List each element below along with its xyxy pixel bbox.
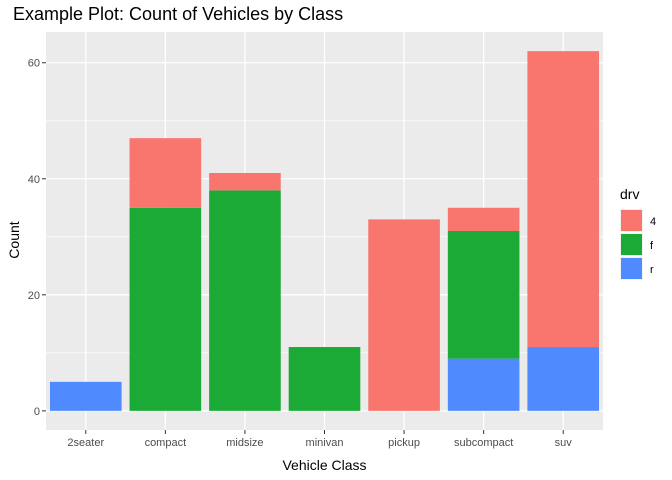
bar-midsize-f — [209, 190, 281, 411]
x-tick-label: compact — [145, 437, 187, 449]
legend-swatch-f — [621, 234, 642, 255]
y-tick-label: 20 — [28, 290, 40, 302]
y-tick-label: 40 — [28, 174, 40, 186]
bar-minivan-f — [288, 347, 361, 411]
chart-title: Example Plot: Count of Vehicles by Class — [13, 4, 344, 24]
bar-suv-r — [527, 347, 600, 411]
legend-swatch-4 — [621, 210, 642, 231]
bar-subcompact-4 — [447, 207, 520, 231]
legend-label-f: f — [650, 240, 654, 252]
bar-compact-f — [129, 207, 202, 411]
bar-subcompact-r — [447, 358, 520, 411]
bars — [49, 51, 600, 411]
y-tick-label: 60 — [28, 58, 40, 70]
x-tick-label: midsize — [226, 437, 263, 449]
x-tick-label: pickup — [388, 437, 420, 449]
legend-label-r: r — [650, 264, 654, 276]
x-tick-label: minivan — [306, 437, 344, 449]
legend-title: drv — [620, 186, 639, 202]
bar-compact-4 — [129, 138, 202, 208]
legend: drv 4 fr — [620, 186, 656, 280]
y-axis: 0 20 40 60 — [28, 58, 46, 418]
x-tick-label: 2seater — [67, 437, 104, 449]
x-tick-label: suv — [555, 437, 573, 449]
x-axis-title: Vehicle Class — [282, 457, 366, 473]
bar-subcompact-f — [447, 231, 520, 359]
y-axis-title: Count — [6, 221, 22, 258]
legend-label-4: 4 — [650, 216, 656, 228]
bar-2seater-r — [49, 381, 122, 411]
bar-suv-4 — [527, 51, 600, 348]
x-axis: 2seater compact midsize minivan pickup subcom… — [67, 430, 572, 449]
y-tick-label: 0 — [34, 406, 40, 418]
legend-swatch-r — [621, 258, 642, 279]
bar-midsize-4 — [209, 172, 281, 191]
bar-pickup-4 — [368, 219, 440, 411]
x-tick-label: subcompact — [454, 437, 513, 449]
